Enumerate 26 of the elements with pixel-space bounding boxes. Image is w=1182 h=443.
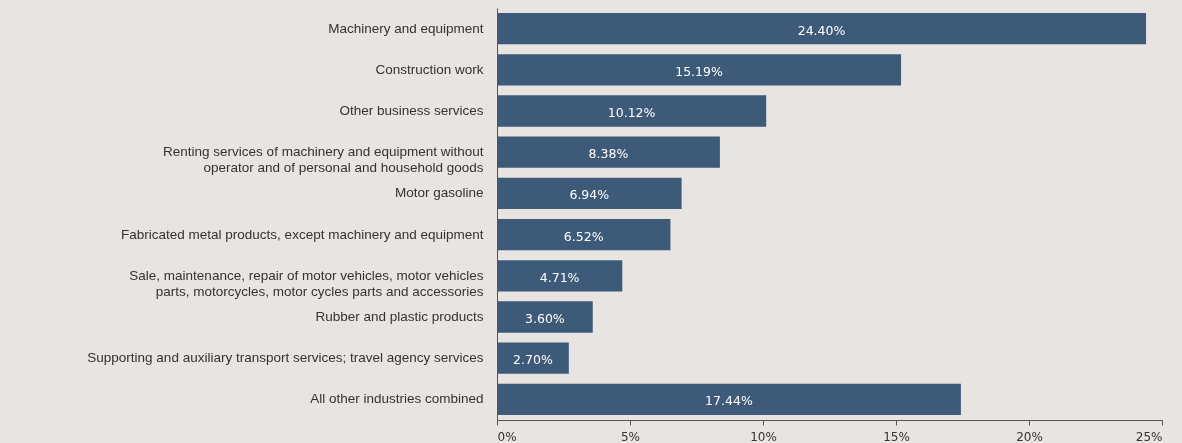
y-tick-label: Renting services of machinery and equipment without operator and of personal and household goods (163, 144, 484, 176)
x-tick-label: 10% (750, 429, 777, 443)
y-tick-label: Rubber and plastic products (315, 309, 484, 324)
y-tick-label: Construction work (375, 61, 484, 77)
data-label: 24.40% (797, 22, 846, 38)
y-tick-label: Motor gasoline (394, 185, 484, 201)
x-tick-label: 25% (1135, 429, 1163, 443)
data-label: 3.60% (525, 311, 565, 326)
data-label: 4.71% (539, 269, 580, 285)
data-label: 2.70% (513, 352, 553, 368)
data-label: 6.94% (569, 187, 610, 203)
data-label: 6.52% (563, 228, 604, 244)
data-label: 10.12% (607, 105, 656, 120)
y-tick-label: Supporting and auxiliary transport services; travel agency services (87, 350, 484, 366)
data-label: 8.38% (588, 146, 629, 162)
data-label: 15.19% (675, 63, 723, 79)
y-tick-label: All other industries combined (310, 391, 484, 407)
y-tick-label: Machinery and equipment (328, 20, 484, 36)
y-tick-label: Sale, maintenance, repair of motor vehicles, motor vehicles parts, motorcycles, motor cycles parts and accessories (129, 267, 484, 299)
data-label: 17.44% (705, 393, 753, 409)
y-tick-label: Fabricated metal products, except machinery and equipment (121, 226, 484, 242)
y-tick-label: Other business services (339, 103, 484, 118)
x-tick-label: 5% (620, 429, 641, 443)
x-tick-label: 15% (883, 429, 910, 443)
x-tick-label: 20% (1016, 429, 1043, 443)
x-tick-label: 0% (497, 429, 517, 443)
